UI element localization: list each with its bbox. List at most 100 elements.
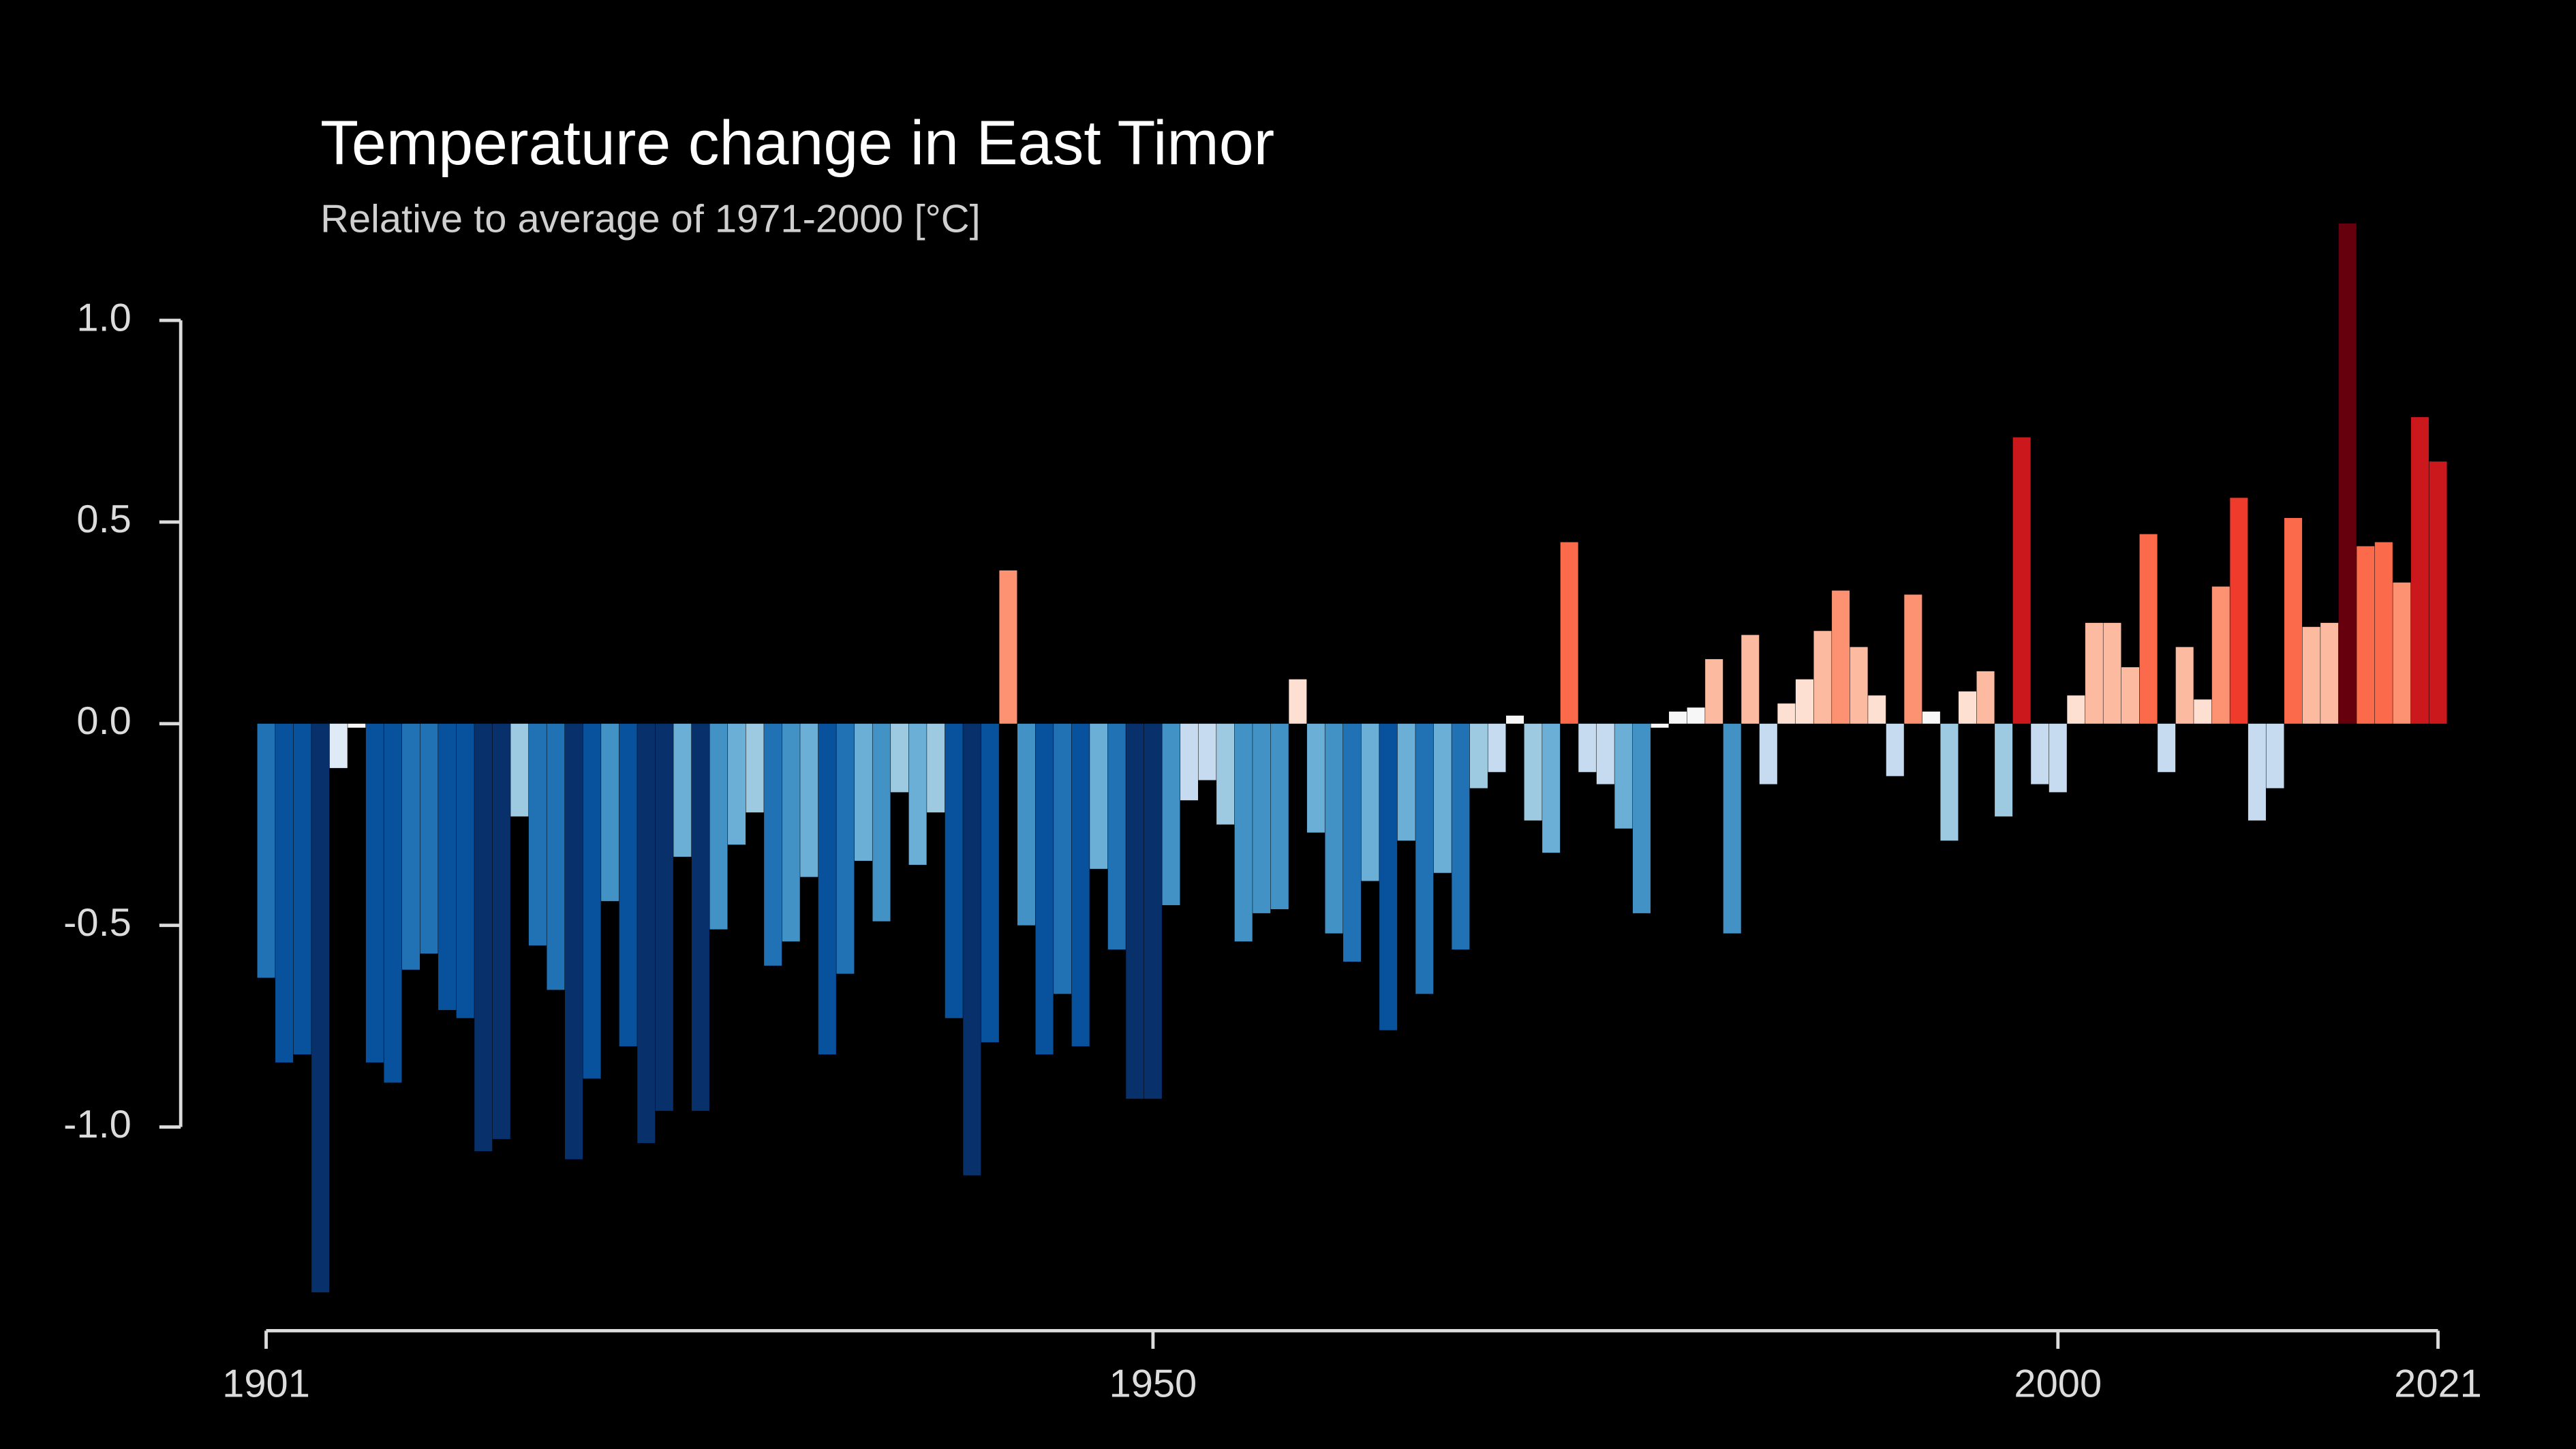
bar [547, 723, 565, 990]
bar [1306, 723, 1325, 833]
bar [1596, 723, 1614, 784]
bar [927, 723, 945, 812]
bar [1054, 723, 1072, 994]
bar [1216, 723, 1235, 825]
bar [1632, 723, 1651, 913]
bar [474, 723, 493, 1152]
bar [2194, 699, 2212, 724]
bar [2248, 723, 2266, 821]
bar [728, 723, 746, 845]
bar [782, 723, 800, 942]
bar [329, 723, 348, 768]
bar [2429, 461, 2447, 724]
bar [2302, 626, 2320, 724]
bar [583, 723, 601, 1079]
bar [2393, 582, 2411, 724]
bar [1560, 542, 1578, 724]
bar [2175, 647, 2194, 724]
bar [401, 723, 420, 970]
bar [1741, 635, 1760, 724]
bar [1198, 723, 1216, 780]
bar [1524, 723, 1542, 821]
bar [2357, 546, 2375, 724]
bar [1017, 723, 1035, 926]
bar [2049, 723, 2067, 793]
bar [2031, 723, 2049, 784]
bar [1253, 723, 1271, 913]
bar [1578, 723, 1597, 772]
bar [528, 723, 547, 946]
bar [293, 723, 311, 1055]
bar [438, 723, 457, 1010]
bar [709, 723, 728, 930]
bar [2374, 542, 2393, 724]
bar [1976, 671, 1995, 724]
bar [655, 723, 673, 1111]
bar [1795, 679, 1813, 724]
bar [1705, 659, 1723, 724]
x-tick-label: 2021 [2394, 1362, 2482, 1406]
bar [2085, 622, 2103, 724]
bar [854, 723, 872, 861]
bar [1107, 723, 1126, 950]
bar [275, 723, 294, 1063]
bar [2012, 437, 2031, 724]
bar [1234, 723, 1253, 942]
chart-title: Temperature change in East Timor [320, 108, 1274, 178]
y-tick-label: 1.0 [76, 296, 131, 339]
y-tick-label: -1.0 [63, 1103, 132, 1146]
bar [1723, 723, 1741, 934]
bar [1488, 723, 1506, 772]
bar [565, 723, 583, 1159]
x-tick-label: 1901 [222, 1362, 310, 1406]
bar [999, 570, 1017, 724]
bar [673, 723, 692, 857]
bar [1144, 723, 1162, 1099]
bar [2103, 622, 2121, 724]
bar [891, 723, 909, 793]
bar [2410, 417, 2429, 724]
bar [945, 723, 963, 1018]
bar [1325, 723, 1343, 934]
bar [619, 723, 637, 1047]
bar [2158, 723, 2176, 772]
bar [637, 723, 656, 1144]
bar [384, 723, 402, 1083]
bar [908, 723, 927, 865]
bar [2320, 622, 2339, 724]
bar [1162, 723, 1180, 906]
bar [2211, 586, 2230, 724]
bar [1343, 723, 1362, 962]
bar [601, 723, 619, 902]
bar [2266, 723, 2284, 789]
bar [764, 723, 782, 966]
bar [963, 723, 981, 1176]
bar [1687, 707, 1705, 724]
y-tick-label: -0.5 [63, 901, 132, 945]
bar [1090, 723, 1108, 869]
y-tick-label: 0.5 [76, 498, 131, 541]
bar [1868, 695, 1886, 724]
bar [746, 723, 764, 812]
bar [1886, 723, 1904, 776]
bar [1469, 723, 1488, 789]
bar [1270, 723, 1289, 910]
bar [456, 723, 474, 1018]
bar [311, 723, 330, 1293]
bar [1922, 712, 1940, 724]
bar [1651, 723, 1669, 728]
bar [1289, 679, 1307, 724]
bar [1995, 723, 2013, 817]
bar [1071, 723, 1090, 1047]
bar [1379, 723, 1398, 1031]
bar [1832, 590, 1850, 724]
y-tick-label: 0.0 [76, 699, 131, 743]
bar [1361, 723, 1379, 881]
bar [1433, 723, 1452, 873]
bar [257, 723, 275, 978]
bar [2067, 695, 2085, 724]
bar [1759, 723, 1777, 784]
bar [1035, 723, 1054, 1055]
